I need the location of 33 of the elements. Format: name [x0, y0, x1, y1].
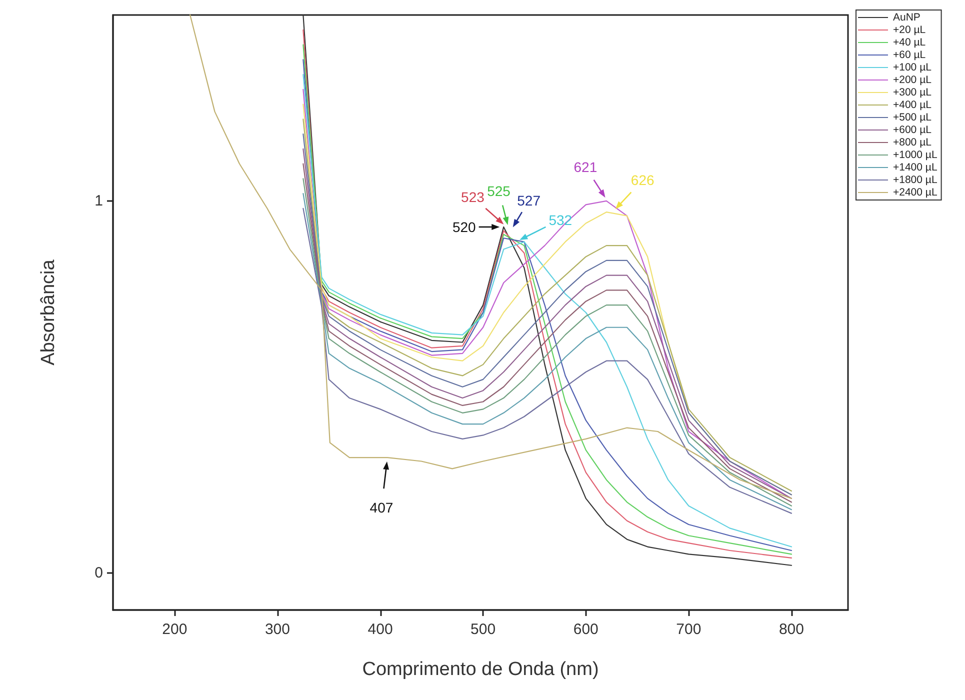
x-tick-label: 600	[573, 621, 598, 638]
x-tick-label: 700	[676, 621, 702, 638]
legend-label: +2400 µL	[893, 186, 938, 198]
legend-label: +200 µL	[893, 74, 932, 86]
y-tick-label: 0	[94, 564, 103, 582]
annotation: 407	[370, 500, 394, 516]
x-tick-label: 200	[162, 621, 188, 638]
legend-label: +20 µL	[893, 24, 926, 36]
legend-label: +800 µL	[893, 136, 932, 148]
legend-label: +400 µL	[893, 99, 932, 111]
annotation: 527	[517, 192, 541, 209]
legend-label: +100 µL	[893, 62, 932, 74]
y-tick-label: 1	[94, 192, 103, 210]
legend-label: +40 µL	[893, 36, 926, 48]
legend-label: +60 µL	[893, 49, 926, 61]
legend-label: +300 µL	[893, 86, 932, 98]
legend-label: AuNP	[893, 12, 920, 24]
x-tick-label: 500	[470, 621, 496, 638]
y-axis-title: Absorbância	[38, 259, 59, 366]
annotation: 626	[630, 172, 654, 188]
annotation: 520	[452, 218, 476, 235]
x-tick-label: 800	[778, 621, 804, 638]
x-tick-label: 300	[264, 621, 290, 638]
x-axis-title: Comprimento de Onda (nm)	[362, 659, 599, 680]
legend-label: +600 µL	[893, 124, 932, 136]
x-tick-label: 400	[368, 621, 393, 638]
legend-label: +1400 µL	[893, 162, 938, 174]
annotation: 523	[461, 188, 485, 205]
legend-label: +1000 µL	[893, 149, 938, 161]
legend-label: +500 µL	[893, 112, 932, 124]
legend-label: +1800 µL	[893, 174, 938, 186]
annotation: 525	[487, 182, 511, 199]
annotation: 621	[574, 158, 598, 175]
